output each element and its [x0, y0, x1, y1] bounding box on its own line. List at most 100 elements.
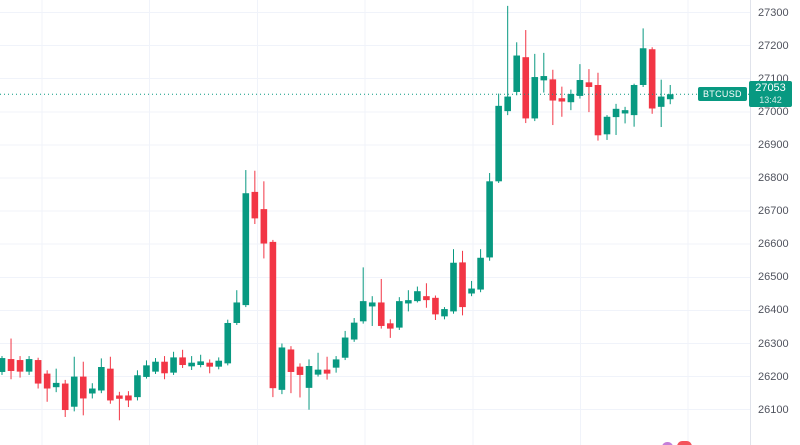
candle-wick — [425, 283, 427, 308]
price-axis-label: 27000 — [758, 105, 789, 118]
candle-up — [224, 322, 232, 364]
candle-up — [657, 96, 665, 107]
candle-wick — [615, 103, 617, 135]
candle-up — [414, 291, 421, 302]
candle-down — [179, 357, 186, 366]
candle-down — [323, 369, 331, 374]
candle-down — [107, 368, 114, 401]
candle-wick — [299, 363, 301, 398]
price-axis-label: 26800 — [758, 172, 789, 184]
candle-wick — [200, 354, 202, 368]
candle-up — [639, 48, 647, 85]
candle-up — [396, 301, 403, 328]
candle-up — [89, 388, 96, 394]
candle-down — [558, 98, 566, 102]
candle-up — [486, 181, 493, 258]
candle-down — [43, 373, 51, 389]
candle-up — [152, 361, 159, 372]
candle-up — [332, 359, 340, 368]
candle-up — [603, 116, 611, 135]
price-axis-label: 26600 — [758, 238, 789, 251]
candle-up — [314, 369, 322, 375]
candle-down — [251, 191, 259, 219]
candle-down — [7, 359, 15, 371]
symbol-price-line-label: BTCUSD — [698, 87, 747, 102]
candle-wick — [118, 391, 120, 421]
candle-down — [432, 297, 439, 315]
candle-down — [16, 360, 24, 372]
candle-down — [522, 57, 530, 119]
candle-up — [405, 300, 412, 304]
current-price-value: 27053 — [755, 82, 786, 95]
price-axis-label: 27300 — [758, 6, 789, 19]
candle-down — [206, 362, 213, 367]
candle-up — [359, 301, 367, 322]
candle-up — [540, 76, 548, 81]
candle-down — [648, 49, 656, 109]
candle-up — [98, 367, 105, 391]
candle-up — [450, 262, 457, 312]
candle-wick — [362, 267, 364, 324]
candle-up — [504, 96, 511, 112]
candle-up — [25, 359, 33, 372]
candle-up — [576, 80, 584, 96]
candle-down — [377, 302, 385, 326]
price-axis-label: 26700 — [758, 205, 789, 218]
candle-up — [368, 302, 376, 307]
watermark-logo-partial[interactable] — [662, 442, 673, 445]
candle-wick — [10, 338, 12, 380]
candle-up — [188, 362, 195, 367]
candle-wick — [561, 86, 563, 117]
candle-down — [79, 376, 87, 399]
candle-up — [70, 376, 78, 407]
candle-down — [459, 262, 466, 308]
price-axis-label: 26300 — [758, 337, 789, 350]
candle-up — [441, 309, 448, 317]
candle-up — [215, 360, 223, 367]
price-axis-label: 26100 — [758, 403, 789, 416]
candle-up — [278, 347, 286, 390]
price-axis-label: 27200 — [758, 39, 789, 52]
candle-up — [341, 337, 349, 358]
candle-up — [531, 77, 539, 119]
watermark-logo-partial[interactable] — [677, 441, 692, 445]
candlestick-chart-canvas[interactable] — [0, 0, 750, 445]
price-axis-label: 26400 — [758, 304, 789, 317]
candle-down — [287, 349, 295, 372]
candle-up — [612, 108, 620, 118]
candle-down — [269, 241, 277, 389]
price-axis-label: 26500 — [758, 271, 789, 284]
price-axis-label: 26200 — [758, 370, 789, 383]
candle-down — [161, 361, 168, 374]
candle-wick — [55, 368, 57, 393]
candle-up — [52, 382, 60, 388]
current-price-badge: 27053 13:42 — [749, 81, 792, 108]
candle-up — [143, 365, 150, 377]
candle-down — [386, 323, 394, 329]
price-axis[interactable]: 27300 27200 27100 27000 26900 26800 26700 26600… — [750, 0, 800, 445]
candle-up — [242, 193, 250, 306]
candle-down — [61, 383, 69, 411]
candle-wick — [317, 352, 319, 377]
candle-up — [621, 110, 629, 114]
candle-down — [296, 366, 304, 375]
candle-down — [116, 395, 123, 399]
candle-up — [468, 288, 475, 294]
candle-down — [423, 296, 430, 301]
candle-down — [125, 395, 132, 401]
candle-wick — [326, 356, 328, 380]
candle-wick — [588, 69, 590, 113]
candle-up — [305, 366, 313, 388]
candle-up — [0, 358, 6, 372]
candle-wick — [371, 296, 373, 326]
candle-down — [594, 84, 602, 136]
candle-up — [477, 257, 484, 290]
candle-down — [34, 360, 42, 384]
candle-wick — [543, 52, 545, 93]
candle-wick — [507, 5, 509, 116]
candle-up — [513, 55, 521, 92]
candle-up — [170, 357, 177, 373]
candle-wick — [624, 106, 626, 124]
candle-up — [350, 322, 358, 340]
